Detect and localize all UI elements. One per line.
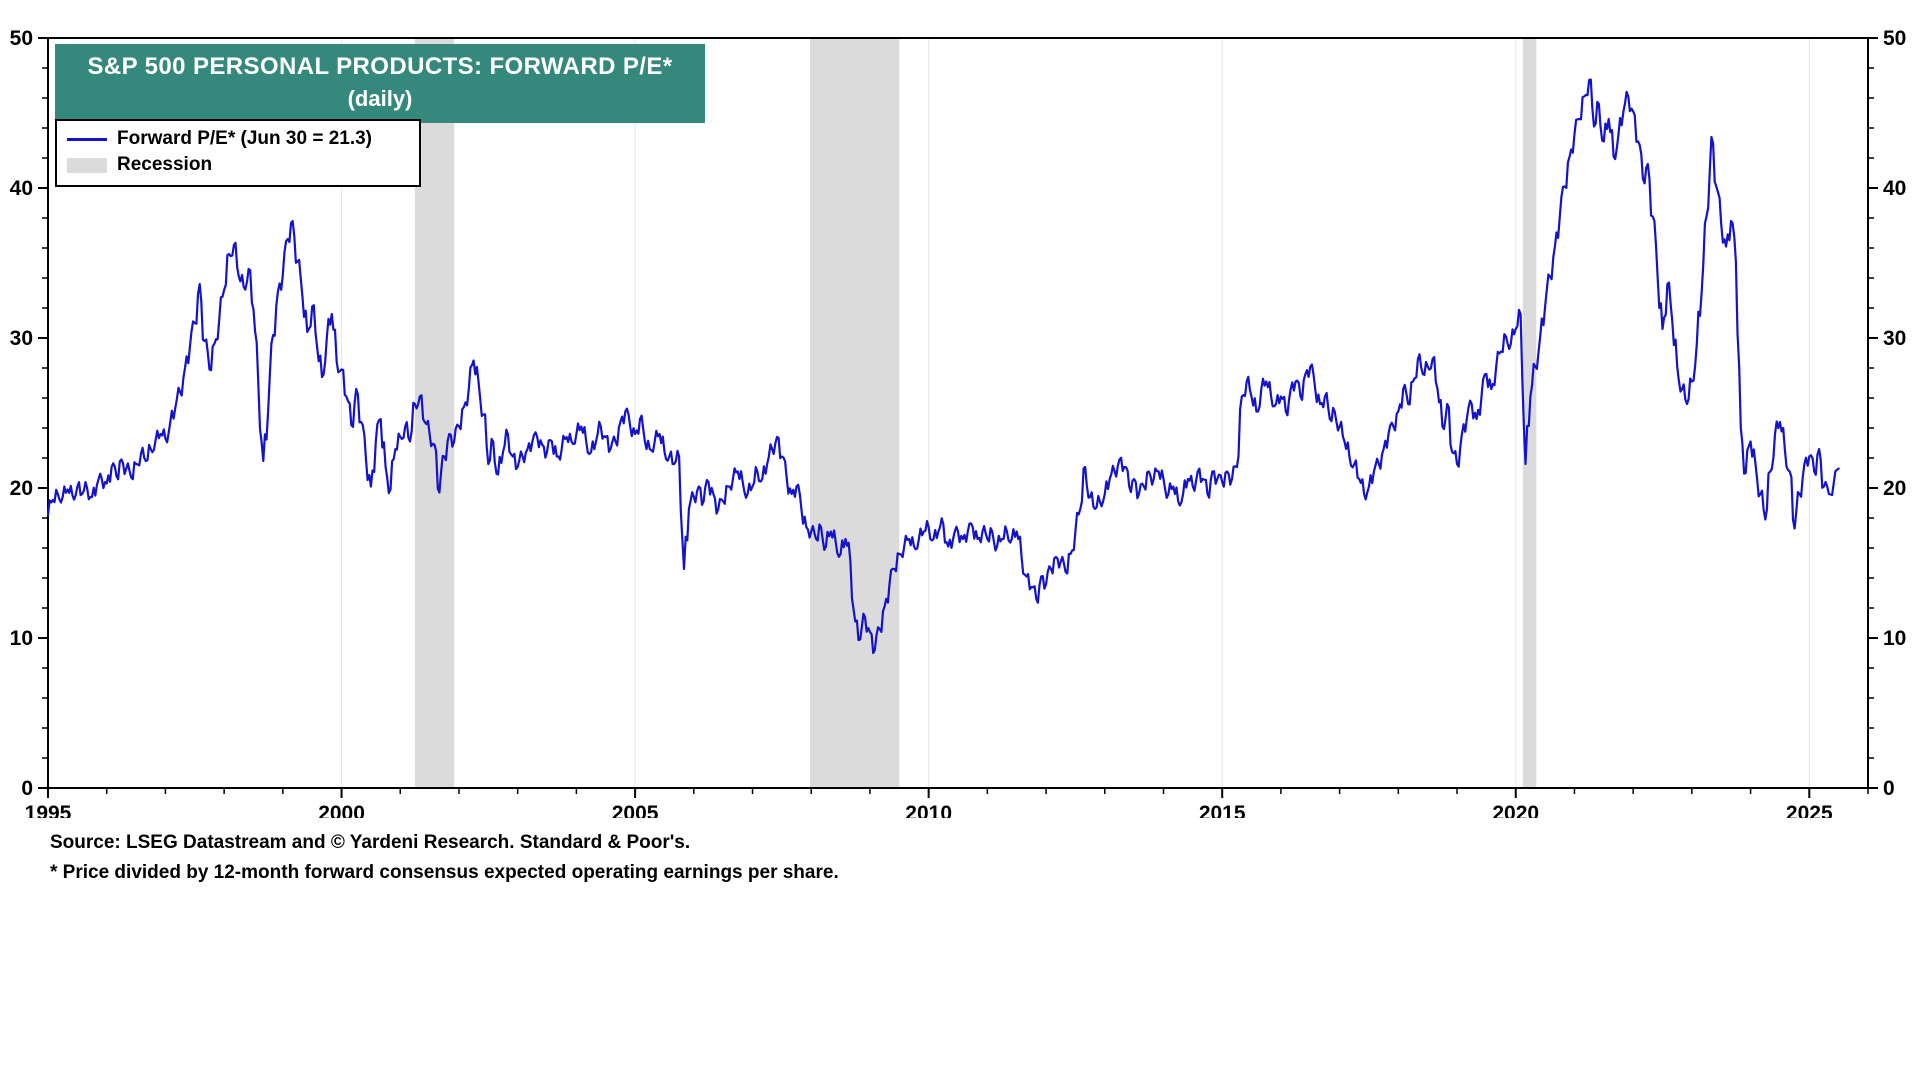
chart-title: S&P 500 PERSONAL PRODUCTS: FORWARD P/E* [87,53,673,80]
svg-text:2010: 2010 [905,802,952,818]
footnotes: Source: LSEG Datastream and © Yardeni Re… [50,828,1920,889]
chart-subtitle: (daily) [347,86,413,111]
svg-text:50: 50 [10,27,33,50]
svg-text:40: 40 [10,177,33,200]
legend-line-swatch [67,137,107,141]
svg-text:20: 20 [1883,477,1906,500]
svg-text:1995: 1995 [25,802,72,818]
svg-text:0: 0 [21,777,33,800]
svg-text:0: 0 [1883,777,1895,800]
svg-text:50: 50 [1883,27,1906,50]
legend: Forward P/E* (Jun 30 = 21.3) Recession [55,119,421,187]
svg-text:20: 20 [10,477,33,500]
legend-label-recession: Recession [117,154,213,175]
svg-text:2000: 2000 [318,802,365,818]
legend-recession-swatch [67,157,107,173]
definition-note: * Price divided by 12-month forward cons… [50,862,839,884]
legend-label-forward-pe: Forward P/E* (Jun 30 = 21.3) [117,128,373,149]
svg-text:10: 10 [1883,627,1906,650]
svg-text:2025: 2025 [1786,802,1833,818]
svg-text:40: 40 [1883,177,1906,200]
title-box: S&P 500 PERSONAL PRODUCTS: FORWARD P/E* … [55,44,705,123]
chart: 1995 2000 2005 2010 2015 2020 2025 0 0 10 10 20 20 30… [10,27,1907,818]
svg-text:2020: 2020 [1492,802,1539,818]
legend-item-forward-pe: Forward P/E* (Jun 30 = 21.3) [67,126,409,152]
svg-text:30: 30 [10,327,33,350]
svg-text:2015: 2015 [1199,802,1246,818]
svg-text:30: 30 [1883,327,1906,350]
legend-item-recession: Recession [67,152,409,178]
svg-text:10: 10 [10,627,33,650]
svg-text:2005: 2005 [612,802,659,818]
source-note: Source: LSEG Datastream and © Yardeni Re… [50,832,691,853]
